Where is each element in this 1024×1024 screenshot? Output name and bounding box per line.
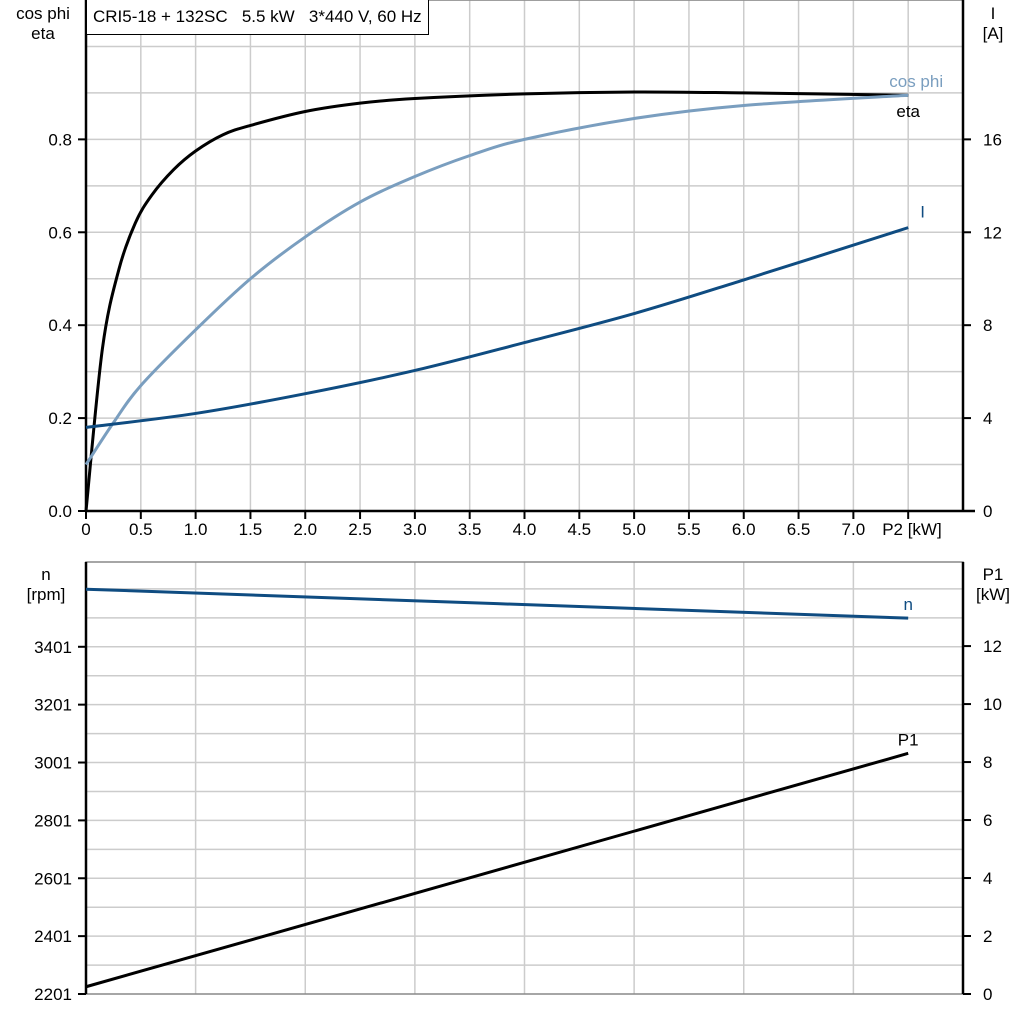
y-tick-label-left: 3201 xyxy=(34,696,72,715)
y-axis-label-left: cos phi xyxy=(16,4,70,23)
y-tick-label-left: 2601 xyxy=(34,869,72,888)
y-tick-label-right: 8 xyxy=(983,316,992,335)
series-line-cos-phi xyxy=(84,93,909,466)
y-axis-label-left: [rpm] xyxy=(27,585,66,604)
x-tick-label: 5.5 xyxy=(677,520,701,539)
y-tick-label-right: 0 xyxy=(983,502,992,521)
x-tick-label: 7.0 xyxy=(842,520,866,539)
y-tick-label-left: 2201 xyxy=(34,985,72,1004)
series-line-P1 xyxy=(85,751,909,989)
y-tick-label-left: 2801 xyxy=(34,811,72,830)
series-label-eta: eta xyxy=(896,102,920,121)
x-axis-label: P2 [kW] xyxy=(882,520,942,539)
x-tick-label: 2.5 xyxy=(348,520,372,539)
y-tick-label-right: 12 xyxy=(983,637,1002,656)
y-tick-label-right: 8 xyxy=(983,753,992,772)
y-axis-label-right: P1 xyxy=(983,565,1004,584)
y-tick-label-left: 0.0 xyxy=(48,502,72,521)
y-tick-label-left: 3001 xyxy=(34,754,72,773)
chart-title: CRI5-18 + 132SC 5.5 kW 3*440 V, 60 Hz xyxy=(86,0,429,35)
series-label-P1: P1 xyxy=(898,730,919,749)
y-tick-label-left: 3401 xyxy=(34,638,72,657)
y-tick-label-right: 6 xyxy=(983,811,992,830)
y-tick-label-right: 10 xyxy=(983,695,1002,714)
y-tick-label-right: 12 xyxy=(983,223,1002,242)
x-tick-label: 4.5 xyxy=(567,520,591,539)
series-label-I: I xyxy=(920,203,925,222)
series-line-I xyxy=(85,226,909,429)
y-tick-label-left: 0.4 xyxy=(48,316,72,335)
y-axis-label-right: [A] xyxy=(983,24,1004,43)
series-label-n: n xyxy=(903,595,912,614)
y-axis-label-right: I xyxy=(991,4,996,23)
x-tick-label: 2.0 xyxy=(293,520,317,539)
y-tick-label-left: 0.8 xyxy=(48,130,72,149)
y-tick-label-left: 0.2 xyxy=(48,409,72,428)
y-tick-label-right: 4 xyxy=(983,869,992,888)
x-tick-label: 5.0 xyxy=(622,520,646,539)
y-tick-label-right: 4 xyxy=(983,409,992,428)
x-tick-label: 0 xyxy=(81,520,90,539)
x-tick-label: 3.5 xyxy=(458,520,482,539)
y-axis-label-left: eta xyxy=(31,24,55,43)
y-axis-label-left: n xyxy=(41,565,50,584)
x-tick-label: 3.0 xyxy=(403,520,427,539)
y-axis-label-right: [kW] xyxy=(976,585,1010,604)
series-label-cos-phi: cos phi xyxy=(889,72,943,91)
y-tick-label-right: 2 xyxy=(983,927,992,946)
x-tick-label: 4.0 xyxy=(513,520,537,539)
y-tick-label-left: 0.6 xyxy=(48,223,72,242)
series-line-eta xyxy=(84,90,909,512)
x-tick-label: 1.0 xyxy=(184,520,208,539)
series-line-n xyxy=(85,587,909,620)
x-tick-label: 1.5 xyxy=(239,520,263,539)
x-tick-label: 6.5 xyxy=(787,520,811,539)
y-tick-label-right: 16 xyxy=(983,130,1002,149)
x-tick-label: 0.5 xyxy=(129,520,153,539)
x-tick-label: 6.0 xyxy=(732,520,756,539)
y-tick-label-left: 2401 xyxy=(34,927,72,946)
y-tick-label-right: 0 xyxy=(983,985,992,1004)
